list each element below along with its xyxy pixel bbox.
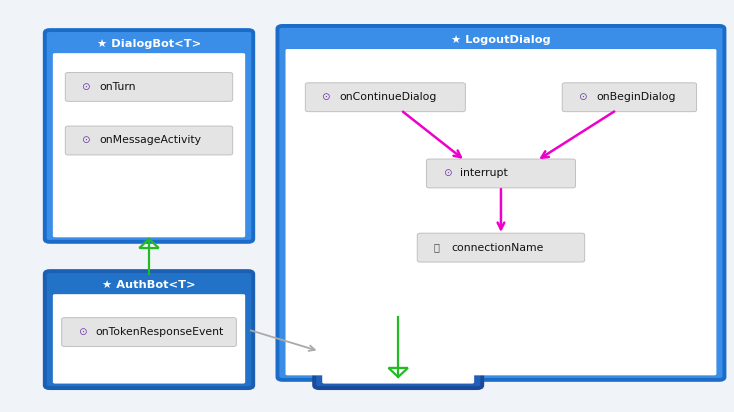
FancyBboxPatch shape (65, 73, 233, 101)
FancyBboxPatch shape (562, 83, 697, 112)
Text: ★ LogoutDialog: ★ LogoutDialog (451, 35, 550, 44)
FancyBboxPatch shape (277, 26, 724, 380)
FancyBboxPatch shape (305, 83, 465, 112)
FancyBboxPatch shape (53, 294, 245, 384)
Text: onTurn: onTurn (99, 82, 136, 92)
FancyBboxPatch shape (417, 233, 584, 262)
Text: ⊙: ⊙ (78, 327, 87, 337)
Text: onContinueDialog: onContinueDialog (339, 92, 437, 102)
FancyBboxPatch shape (286, 49, 716, 375)
FancyBboxPatch shape (426, 159, 575, 188)
Text: ⊙: ⊙ (321, 92, 330, 102)
Text: onTokenResponseEvent: onTokenResponseEvent (95, 327, 224, 337)
Text: ⛯: ⛯ (433, 243, 440, 253)
FancyBboxPatch shape (314, 314, 482, 388)
FancyBboxPatch shape (62, 318, 236, 346)
Text: ★ AuthBot<T>: ★ AuthBot<T> (102, 280, 196, 290)
FancyBboxPatch shape (53, 53, 245, 237)
Text: interrupt: interrupt (460, 169, 508, 178)
FancyBboxPatch shape (65, 126, 233, 155)
Text: ★ MainDialog: ★ MainDialog (355, 323, 442, 333)
Text: ⊙: ⊙ (578, 92, 587, 102)
Text: ⊙: ⊙ (81, 82, 90, 92)
Text: onBeginDialog: onBeginDialog (596, 92, 675, 102)
Text: onMessageActivity: onMessageActivity (99, 136, 201, 145)
Text: ⊙: ⊙ (443, 169, 451, 178)
FancyBboxPatch shape (45, 30, 253, 242)
FancyBboxPatch shape (45, 271, 253, 388)
FancyBboxPatch shape (322, 337, 474, 384)
Text: ★ DialogBot<T>: ★ DialogBot<T> (97, 39, 201, 49)
Text: connectionName: connectionName (451, 243, 543, 253)
Text: ⊙: ⊙ (81, 136, 90, 145)
